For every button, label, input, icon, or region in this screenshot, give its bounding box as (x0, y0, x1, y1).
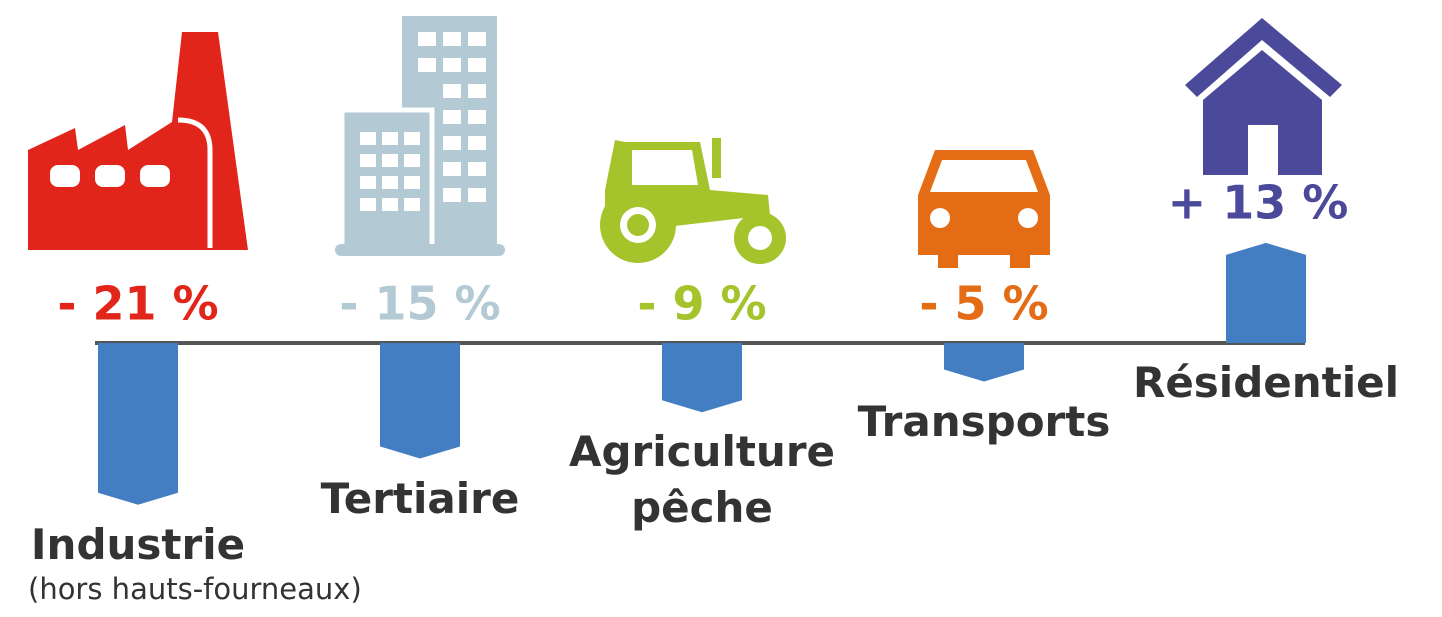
value-label: - 9 % (637, 277, 766, 331)
value-label: - 15 % (339, 277, 500, 331)
value-label: - 21 % (57, 277, 218, 331)
house-icon (1185, 18, 1342, 175)
bar (944, 343, 1024, 382)
car-icon (918, 150, 1050, 268)
bar (1226, 242, 1306, 343)
category-label: Industrie (30, 519, 246, 569)
bar (98, 343, 178, 505)
annotation: (hors hauts-fourneaux) (28, 572, 362, 606)
category-label: Résidentiel (1132, 358, 1400, 407)
value-label: - 5 % (919, 277, 1048, 331)
category-label: Agriculture pêche (568, 427, 836, 533)
category-label: Transports (857, 396, 1111, 446)
value-label: + 13 % (1168, 175, 1349, 229)
building-icon (335, 16, 505, 256)
bar (662, 343, 742, 413)
factory-icon (28, 32, 248, 250)
category-label: Tertiaire (320, 473, 520, 523)
tractor-icon (600, 138, 786, 264)
bar (380, 343, 460, 459)
